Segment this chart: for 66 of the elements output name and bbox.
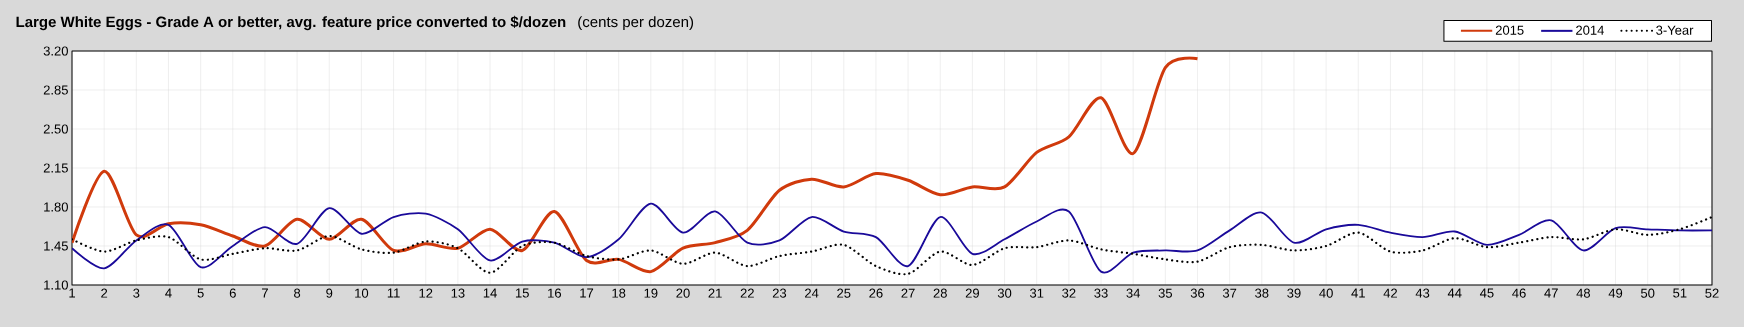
- y-tick-label: 1.80: [44, 202, 68, 212]
- x-tick-label: 11: [387, 288, 400, 298]
- x-tick-label: 19: [644, 288, 658, 298]
- x-tick-label: 5: [197, 288, 204, 298]
- x-tick-label: 36: [1190, 288, 1205, 298]
- x-tick-label: 46: [1512, 288, 1526, 298]
- x-tick-label: 29: [965, 288, 980, 298]
- x-tick-label: 22: [740, 288, 754, 298]
- x-tick-label: 44: [1447, 288, 1462, 298]
- x-tick-label: 37: [1222, 288, 1237, 298]
- x-tick-label: 45: [1479, 288, 1494, 298]
- x-tick-label: 25: [837, 288, 851, 298]
- x-tick-label: 43: [1415, 288, 1430, 298]
- x-tick-label: 41: [1351, 288, 1365, 298]
- x-tick-label: 6: [229, 288, 236, 298]
- x-tick-label: 3: [133, 288, 140, 298]
- x-tick-label: 14: [483, 288, 497, 298]
- x-tick-label: 32: [1062, 288, 1076, 298]
- x-tick-label: 28: [933, 288, 947, 298]
- x-tick-label: 50: [1640, 288, 1655, 298]
- x-tick-label: 42: [1383, 288, 1397, 298]
- x-tick-label: 4: [165, 288, 172, 298]
- x-tick-label: 2: [101, 288, 108, 298]
- y-tick-label: 1.45: [44, 241, 68, 251]
- x-tick-label: 20: [676, 288, 690, 298]
- x-tick-label: 15: [515, 288, 529, 298]
- x-tick-label: 7: [262, 288, 268, 298]
- chart-title: Large White Eggs - Grade A or better, avg. feature price converted to $/dozen: [16, 15, 566, 31]
- y-tick-label: 3.20: [43, 46, 68, 56]
- x-tick-label: 10: [355, 288, 369, 298]
- y-tick-label: 2.15: [43, 163, 68, 173]
- legend-label: 3-Year: [1656, 25, 1694, 35]
- x-tick-label: 40: [1319, 288, 1333, 298]
- x-tick-label: 38: [1255, 288, 1269, 298]
- x-tick-label: 16: [548, 288, 562, 298]
- x-tick-label: 30: [997, 288, 1012, 298]
- line-series: [72, 57, 1199, 274]
- x-tick-label: 8: [294, 288, 301, 298]
- x-tick-label: 51: [1673, 288, 1687, 298]
- chart-subtitle: (cents per dozen): [578, 16, 694, 31]
- x-tick-label: 9: [326, 288, 333, 298]
- x-tick-label: 35: [1158, 288, 1173, 298]
- y-tick-label: 2.50: [43, 124, 68, 134]
- x-tick-label: 1: [69, 288, 75, 298]
- x-tick-label: 31: [1029, 288, 1044, 298]
- x-tick-label: 49: [1608, 288, 1623, 298]
- line-series: [72, 202, 1712, 274]
- y-tick-label: 2.85: [43, 85, 68, 95]
- x-tick-label: 13: [451, 288, 465, 298]
- x-tick-label: 26: [869, 288, 883, 298]
- x-tick-label: 18: [612, 288, 626, 298]
- x-tick-label: 48: [1576, 288, 1591, 298]
- x-tick-label: 34: [1126, 288, 1141, 298]
- x-tick-label: 52: [1705, 288, 1719, 298]
- x-tick-label: 17: [580, 288, 594, 298]
- x-tick-label: 24: [805, 288, 819, 298]
- x-tick-label: 33: [1094, 288, 1108, 298]
- x-tick-label: 21: [708, 288, 722, 298]
- x-tick-label: 12: [419, 288, 433, 298]
- x-tick-label: 39: [1287, 288, 1301, 298]
- x-tick-label: 47: [1544, 288, 1558, 298]
- x-tick-label: 23: [772, 288, 787, 298]
- legend-label: 2015: [1495, 25, 1524, 35]
- y-tick-label: 1.10: [44, 280, 68, 290]
- x-tick-label: 27: [901, 288, 915, 298]
- legend-label: 2014: [1576, 25, 1604, 35]
